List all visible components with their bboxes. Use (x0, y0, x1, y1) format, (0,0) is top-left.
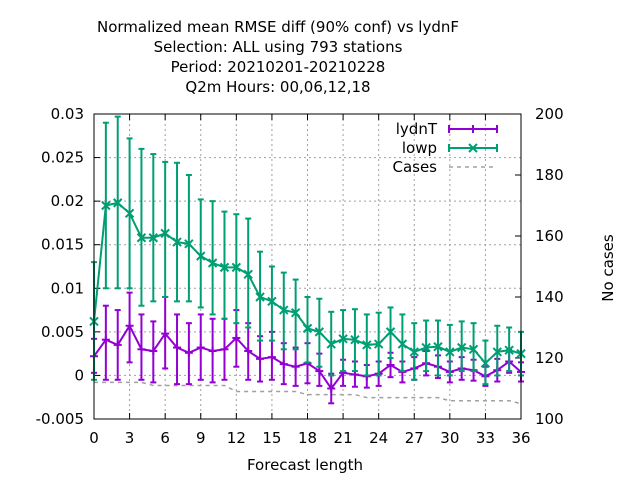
title-line-3: Period: 20210201-20210228 (171, 58, 386, 76)
legend-item-lowp: lowp (402, 139, 498, 157)
data-point (243, 269, 253, 280)
y2-axis-label: No cases (599, 234, 617, 302)
data-point (504, 345, 514, 355)
data-point (456, 342, 467, 353)
x-tick-label: 9 (196, 429, 206, 447)
data-point (350, 334, 360, 345)
y-tick-label: 0.02 (51, 192, 84, 210)
series-layer (89, 115, 526, 405)
chart-title: Normalized mean RMSE diff (90% conf) vs … (97, 18, 459, 96)
data-point (113, 198, 123, 208)
data-point (468, 344, 479, 354)
x-tick-label: 27 (405, 429, 424, 447)
legend-label: lowp (402, 139, 437, 157)
data-point (231, 262, 242, 273)
data-point (124, 208, 135, 219)
data-point (480, 358, 491, 368)
data-point (172, 237, 182, 247)
data-point (326, 339, 336, 349)
legend-item-lydnT: lydnT (396, 120, 498, 138)
y-tick-label: 0.015 (41, 236, 84, 254)
data-point (101, 200, 111, 211)
data-point (302, 323, 313, 334)
legend-marker (468, 143, 478, 153)
x-tick-label: 36 (511, 429, 530, 447)
title-line-2: Selection: ALL using 793 stations (154, 38, 403, 56)
data-point (196, 251, 206, 261)
title-line-1: Normalized mean RMSE diff (90% conf) vs … (97, 18, 459, 36)
data-point (207, 258, 218, 268)
x-tick-label: 6 (160, 429, 170, 447)
data-point (338, 334, 348, 344)
y-tick-label: 0 (74, 366, 84, 384)
data-point (373, 339, 384, 349)
data-point (314, 327, 325, 337)
data-point (219, 262, 230, 273)
data-point (148, 233, 159, 243)
data-point (433, 341, 443, 352)
y2-tick-label: 140 (535, 288, 564, 306)
data-point (362, 340, 372, 350)
data-point (255, 292, 265, 302)
x-axis-label: Forecast length (247, 456, 363, 474)
data-point (160, 228, 170, 239)
y2-tick-label: 160 (535, 227, 564, 245)
data-point (385, 327, 396, 337)
y2-tick-label: 100 (535, 410, 564, 428)
title-line-4: Q2m Hours: 00,06,12,18 (185, 78, 370, 96)
y-tick-label: 0.005 (41, 323, 84, 341)
y2-tick-label: 180 (535, 166, 564, 184)
x-tick-label: 21 (334, 429, 353, 447)
data-point (267, 296, 277, 307)
data-point (409, 347, 419, 357)
series-lowp (89, 115, 526, 386)
legend-item-Cases: Cases (392, 158, 497, 176)
data-point (290, 307, 301, 318)
x-tick-label: 30 (440, 429, 459, 447)
y-tick-label: 0.01 (51, 279, 84, 297)
data-point (184, 239, 194, 249)
axis-tick-labels: 0 3 6 9 12 15 18 21 24 27 30 33 36-0.00500.0050.010.… (36, 105, 564, 447)
data-point (279, 305, 289, 315)
y-tick-label: -0.005 (36, 410, 84, 428)
x-tick-label: 18 (298, 429, 317, 447)
y-tick-label: 0.03 (51, 105, 84, 123)
data-point (421, 342, 431, 353)
data-point (492, 347, 502, 357)
plot-frame (93, 113, 522, 420)
x-tick-label: 24 (369, 429, 388, 447)
legend-label: Cases (392, 158, 437, 176)
x-tick-label: 15 (262, 429, 281, 447)
y-tick-label: 0.025 (41, 149, 84, 167)
x-tick-label: 33 (476, 429, 495, 447)
data-point (136, 233, 147, 243)
x-tick-label: 12 (227, 429, 246, 447)
x-tick-label: 3 (125, 429, 135, 447)
legend-label: lydnT (396, 120, 438, 138)
data-point (445, 347, 455, 357)
y2-tick-label: 200 (535, 105, 564, 123)
data-point (397, 339, 408, 349)
x-tick-label: 0 (89, 429, 99, 447)
y2-tick-label: 120 (535, 349, 564, 367)
